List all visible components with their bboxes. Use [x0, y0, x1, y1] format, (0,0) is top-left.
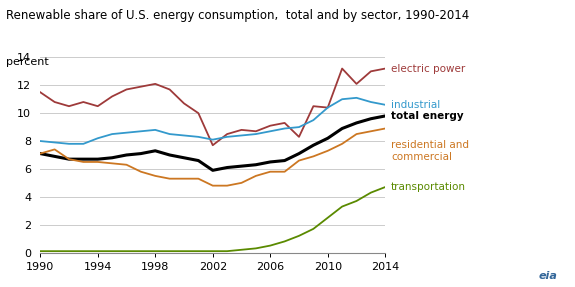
Text: total energy: total energy	[391, 111, 463, 121]
Text: percent: percent	[6, 57, 48, 67]
Text: industrial: industrial	[391, 100, 440, 110]
Text: residential and
commercial: residential and commercial	[391, 140, 469, 162]
Text: electric power: electric power	[391, 63, 465, 73]
Text: transportation: transportation	[391, 182, 466, 192]
Text: eia: eia	[539, 271, 558, 281]
Text: Renewable share of U.S. energy consumption,  total and by sector, 1990-2014: Renewable share of U.S. energy consumpti…	[6, 9, 469, 22]
